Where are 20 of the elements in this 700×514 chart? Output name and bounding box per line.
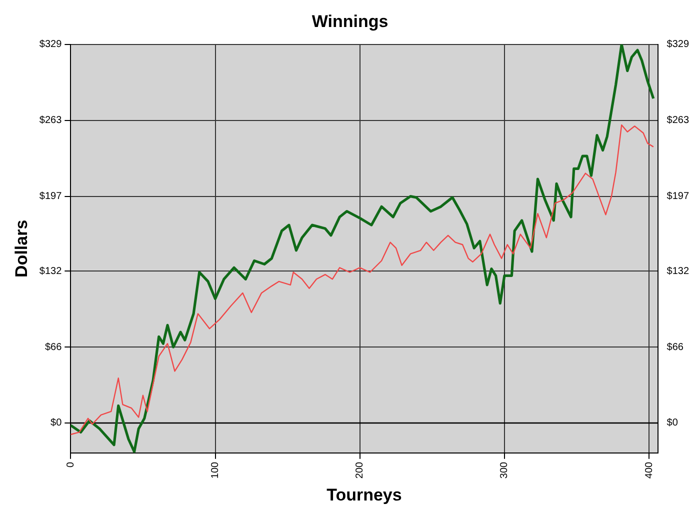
y-tick-label: $66 (44, 342, 62, 353)
x-tick-label: 400 (644, 461, 655, 479)
y-tick-label: $197 (39, 191, 62, 202)
x-tick-label: 0 (65, 461, 76, 468)
y2-tick-label: $0 (666, 418, 678, 429)
y-axis-title: Dollars (12, 220, 31, 278)
y-tick-label: $0 (50, 418, 62, 429)
y-tick-label: $132 (39, 266, 62, 277)
y2-tick-label: $263 (666, 115, 690, 126)
y2-tick-label: $329 (666, 39, 690, 50)
x-axis-title: Tourneys (326, 485, 402, 504)
chart-title: Winnings (312, 12, 388, 31)
x-tick-label: 200 (354, 461, 366, 479)
y2-tick-label: $197 (666, 191, 690, 202)
y2-tick-label: $66 (666, 342, 684, 353)
y-tick-label: $263 (39, 115, 62, 126)
x-tick-label: 100 (210, 461, 222, 479)
x-tick-label: 300 (499, 461, 510, 479)
y-tick-label: $329 (39, 39, 62, 50)
y2-tick-label: $132 (666, 266, 690, 277)
